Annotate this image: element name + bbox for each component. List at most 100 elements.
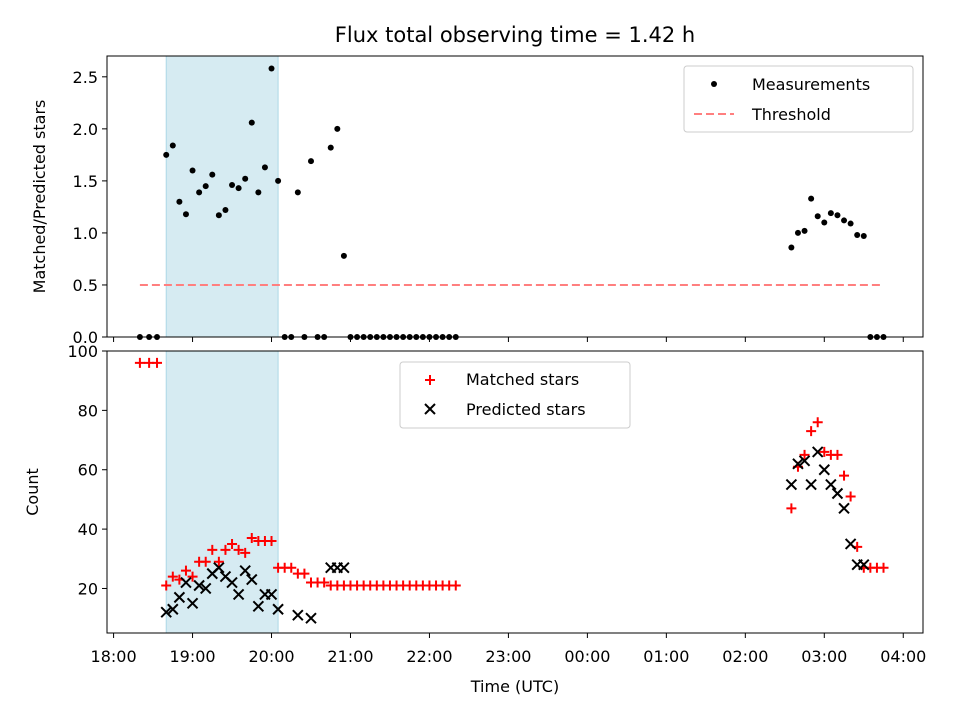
predicted-point	[232, 588, 245, 601]
predicted-point	[785, 478, 798, 491]
measurement-point	[834, 212, 841, 219]
legend-label-threshold: Threshold	[751, 105, 831, 124]
y-tick-label: 0.0	[73, 328, 98, 347]
measurement-point	[308, 158, 314, 165]
measurement-point	[294, 189, 301, 196]
measurement-point	[268, 65, 275, 72]
x-tick-label: 00:00	[564, 647, 610, 666]
predicted-point	[167, 603, 179, 615]
matched-point	[839, 470, 850, 481]
measurement-point	[340, 252, 347, 259]
x-axis-label: Time (UTC)	[470, 677, 559, 696]
legend-marker-predicted	[424, 403, 436, 415]
y-axis-label: Count	[23, 468, 42, 516]
matched-point	[200, 556, 211, 567]
matched-point	[819, 446, 830, 457]
measurement-point	[814, 213, 821, 220]
measurement-point	[202, 183, 209, 190]
predicted-point	[825, 478, 837, 491]
measurement-point	[248, 119, 255, 126]
measurement-point	[182, 211, 189, 218]
predicted-point	[252, 600, 265, 612]
y-axis-label: Matched/Predicted stars	[30, 100, 49, 294]
measurement-point	[275, 177, 282, 184]
matched-point	[806, 426, 817, 437]
measurement-point	[327, 144, 334, 151]
measurement-point	[841, 217, 848, 224]
matched-point	[786, 503, 797, 514]
measurement-point	[334, 125, 341, 132]
measurement-point	[794, 229, 801, 236]
predicted-point	[226, 576, 238, 589]
predicted-point	[239, 564, 251, 577]
matched-point	[246, 533, 257, 544]
bottom-panel: 20 40 60 80 100 Count 18:00 19:00 20:00 21:00 22:0…	[23, 342, 926, 666]
measurement-point	[255, 189, 262, 196]
legend-label-predicted: Predicted stars	[466, 400, 586, 419]
measurement-point	[788, 244, 795, 251]
highlight-span	[165, 350, 279, 634]
measurement-point	[821, 219, 828, 226]
matched-point	[878, 562, 889, 573]
matched-point	[240, 547, 251, 558]
measurement-point	[808, 195, 815, 202]
chart-title: Flux total observing time = 1.42 h	[335, 23, 695, 47]
matched-point	[799, 449, 810, 460]
x-tick-label: 23:00	[485, 647, 531, 666]
measurement-point	[222, 207, 229, 214]
y-tick-label: 100	[67, 342, 98, 361]
legend-label-matched: Matched stars	[466, 370, 579, 389]
x-tick-label: 22:00	[406, 647, 452, 666]
matched-point	[266, 535, 277, 546]
measurement-point	[163, 151, 170, 158]
x-tick-label: 19:00	[169, 647, 215, 666]
predicted-point	[173, 591, 186, 604]
measurement-point	[215, 212, 222, 219]
matched-point	[187, 571, 198, 582]
predicted-point	[812, 446, 824, 458]
y-tick-label: 40	[78, 520, 98, 539]
matched-point	[180, 565, 191, 576]
legend-marker-matched	[425, 375, 435, 385]
predicted-point	[338, 561, 350, 574]
matched-point	[152, 357, 163, 368]
matched-point	[450, 580, 461, 591]
y-tick-label: 2.5	[73, 68, 98, 87]
axes-frame	[106, 55, 924, 338]
predicted-point	[858, 559, 870, 571]
measurement-point	[209, 171, 216, 178]
matched-point	[812, 417, 823, 428]
predicted-point	[200, 582, 212, 595]
measurement-point	[827, 210, 834, 217]
matched-point	[227, 538, 238, 549]
measurement-point	[196, 189, 203, 196]
x-tick-label: 02:00	[722, 647, 768, 666]
predicted-point	[213, 561, 225, 574]
y-tick-label: 80	[78, 401, 98, 420]
x-tick-label: 01:00	[643, 647, 689, 666]
measurement-point	[854, 232, 861, 239]
x-tick-label: 21:00	[327, 647, 373, 666]
matched-point	[286, 562, 297, 573]
predicted-point	[272, 603, 284, 615]
matched-point	[161, 580, 172, 591]
measurement-point	[229, 182, 236, 189]
predicted-point	[292, 609, 304, 621]
y-tick-label: 60	[78, 461, 98, 480]
y-tick-label: 0.5	[73, 276, 98, 295]
legend-box	[399, 361, 631, 429]
predicted-point	[805, 478, 817, 491]
predicted-point	[305, 612, 317, 624]
predicted-point	[160, 606, 172, 618]
y-tick-label: 20	[78, 579, 98, 598]
measurement-point	[189, 167, 196, 174]
measurement-point	[235, 185, 242, 192]
y-tick-label: 2.0	[73, 120, 98, 139]
matched-point	[832, 449, 843, 460]
measurement-point	[847, 220, 854, 227]
y-tick-label: 1.5	[73, 172, 98, 191]
measurement-point	[801, 227, 808, 234]
predicted-point	[265, 588, 278, 601]
legend-label-measurements: Measurements	[752, 75, 870, 94]
